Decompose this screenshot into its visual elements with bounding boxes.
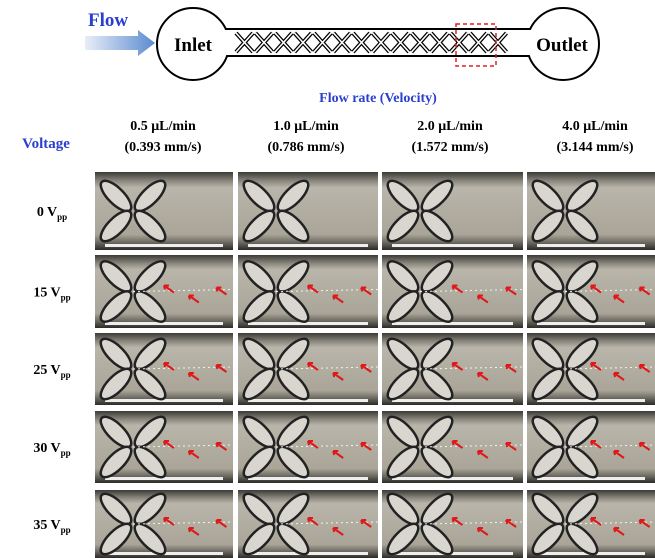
row-voltage: 30 Vpp [33, 441, 70, 458]
outlet-label: Outlet [536, 35, 588, 56]
micrograph [238, 333, 378, 405]
micrograph [527, 255, 655, 328]
electrode-core [451, 33, 468, 52]
row-header: Voltage [22, 136, 70, 152]
micrograph [382, 255, 523, 328]
micrograph-content [238, 411, 378, 483]
top-electrode-bar [105, 244, 223, 247]
micrograph-content [238, 333, 378, 405]
micrograph-content [382, 172, 523, 250]
flow-arrow [85, 30, 155, 56]
electrode-core [490, 33, 507, 52]
micrograph-content [95, 172, 233, 250]
micrograph [95, 333, 233, 405]
micrograph [382, 172, 523, 250]
top-electrode-bar [392, 477, 513, 480]
electrode-core [470, 33, 487, 52]
electrode-core [256, 33, 273, 52]
column-rate: 2.0 μL/min [417, 119, 483, 134]
micrograph [238, 172, 378, 250]
top-electrode-bar [392, 399, 513, 402]
column-velocity: (0.393 mm/s) [125, 140, 202, 155]
micrograph-content [238, 255, 378, 328]
micrograph-content [527, 489, 655, 558]
top-electrode-bar [537, 244, 645, 247]
micrograph-content [382, 411, 523, 483]
top-electrode-bar [392, 322, 513, 325]
micrograph-content [527, 333, 655, 405]
row-voltage: 25 Vpp [33, 363, 70, 380]
row-voltage: 35 Vpp [33, 518, 70, 535]
micrograph [527, 333, 655, 405]
micrograph [95, 255, 233, 328]
micrograph [238, 255, 378, 328]
electrode-core [236, 33, 253, 52]
micrograph [527, 411, 655, 483]
electrode-core [373, 33, 390, 52]
column-velocity: (3.144 mm/s) [557, 140, 634, 155]
micrograph-content [382, 333, 523, 405]
device-diagram: Flow Inlet Outlet [85, 8, 599, 80]
micrograph-content [95, 489, 233, 558]
inlet-label: Inlet [174, 35, 213, 56]
electrode-core [353, 33, 370, 52]
micrograph [95, 411, 233, 483]
flow-label: Flow [88, 10, 128, 31]
voltage-subscript: pp [61, 525, 71, 535]
top-electrode-bar [392, 244, 513, 247]
top-electrode-bar [248, 322, 368, 325]
electrode-core [275, 33, 292, 52]
inlet-neck [224, 30, 236, 55]
top-electrode-bar [248, 244, 368, 247]
micrograph [382, 411, 523, 483]
micrograph-content [527, 411, 655, 483]
voltage-value: 0 V [37, 205, 57, 220]
micrograph [527, 489, 655, 558]
electrode-core [295, 33, 312, 52]
row-voltage: 0 Vpp [37, 205, 67, 222]
voltage-value: 15 V [33, 286, 60, 301]
voltage-value: 25 V [33, 363, 60, 378]
voltage-value: 30 V [33, 441, 60, 456]
micrograph-content [95, 333, 233, 405]
electrode-core [392, 33, 409, 52]
column-velocity: (1.572 mm/s) [412, 140, 489, 155]
voltage-subscript: pp [61, 448, 71, 458]
column-rate: 4.0 μL/min [562, 119, 628, 134]
figure: Flow Inlet Outlet Flow rate (Velocity) V… [0, 0, 655, 558]
micrograph-content [95, 411, 233, 483]
micrograph [382, 333, 523, 405]
electrode-core [314, 33, 331, 52]
micrograph-content [95, 255, 233, 328]
column-rate: 1.0 μL/min [273, 119, 339, 134]
top-electrode-bar [248, 477, 368, 480]
voltage-subscript: pp [61, 370, 71, 380]
top-electrode-bar [105, 322, 223, 325]
micrograph-content [238, 172, 378, 250]
outlet-neck [522, 30, 534, 55]
micrograph [238, 411, 378, 483]
micrograph-content [382, 255, 523, 328]
micrograph [95, 489, 233, 558]
micrograph [238, 489, 378, 558]
micrograph-content [527, 255, 655, 328]
voltage-subscript: pp [57, 212, 67, 222]
electrode-core [431, 33, 448, 52]
column-rate: 0.5 μL/min [130, 119, 196, 134]
micrograph [527, 172, 655, 250]
micrograph [382, 489, 523, 558]
micrograph-content [382, 489, 523, 558]
grid-title: Flow rate (Velocity) [319, 91, 437, 106]
electrode-core [412, 33, 429, 52]
electrode-core [334, 33, 351, 52]
micrograph-content [238, 489, 378, 558]
top-electrode-bar [248, 399, 368, 402]
voltage-subscript: pp [61, 293, 71, 303]
micrograph [95, 172, 233, 250]
column-velocity: (0.786 mm/s) [268, 140, 345, 155]
voltage-value: 35 V [33, 518, 60, 533]
micrograph-content [527, 172, 655, 250]
row-voltage: 15 Vpp [33, 286, 70, 303]
electrode-pattern [236, 33, 507, 52]
